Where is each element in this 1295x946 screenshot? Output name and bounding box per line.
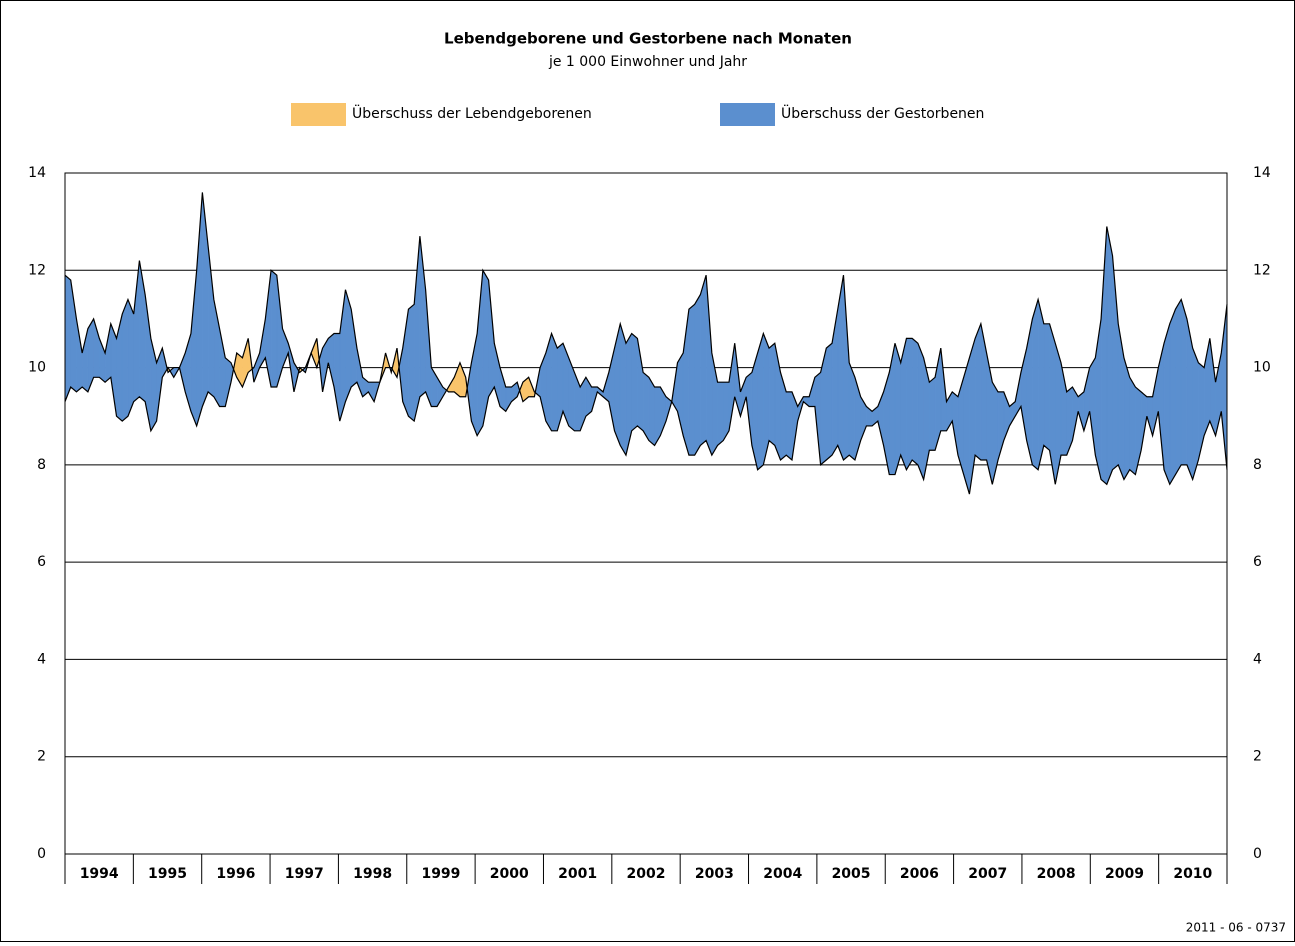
surplus-area xyxy=(974,323,982,461)
legend-label: Überschuss der Gestorbenen xyxy=(781,104,984,122)
surplus-area xyxy=(717,381,724,446)
y-tick-label: 0 xyxy=(37,846,46,862)
surplus-area xyxy=(642,371,650,442)
surplus-area xyxy=(1163,323,1171,485)
y-tick-label: 14 xyxy=(28,165,46,181)
surplus-area xyxy=(270,269,278,388)
y-tick-label: 6 xyxy=(37,554,46,570)
chart-subtitle: je 1 000 Einwohner und Jahr xyxy=(548,54,747,70)
surplus-area xyxy=(911,337,919,466)
surplus-area xyxy=(929,376,936,451)
surplus-area xyxy=(1043,323,1050,451)
y2-tick-label: 12 xyxy=(1253,262,1271,278)
y2-tick-label: 0 xyxy=(1253,846,1262,862)
surplus-area xyxy=(648,376,655,446)
y2-tick-label: 8 xyxy=(1253,457,1262,473)
x-tick-label: 2010 xyxy=(1173,866,1212,882)
surplus-area xyxy=(1032,299,1039,471)
series-line xyxy=(64,338,1228,495)
surplus-area xyxy=(1180,299,1188,466)
surplus-area xyxy=(917,343,924,480)
legend-swatch xyxy=(720,103,775,126)
surplus-area xyxy=(408,303,415,422)
surplus-area xyxy=(688,303,695,456)
x-tick-label: 2005 xyxy=(832,866,871,882)
x-tick-label: 2007 xyxy=(968,866,1007,882)
surplus-area xyxy=(785,391,793,461)
y-tick-label: 8 xyxy=(37,457,46,473)
surplus-area xyxy=(906,338,913,471)
surplus-area xyxy=(1037,299,1045,470)
surplus-area xyxy=(64,274,71,402)
surplus-area xyxy=(700,275,707,446)
plot-frame xyxy=(64,172,1228,855)
surplus-area xyxy=(848,362,856,461)
surplus-area xyxy=(1192,348,1199,480)
x-tick-label: 1999 xyxy=(421,866,460,882)
footnote: 2011 - 06 - 0737 xyxy=(1186,921,1286,935)
x-tick-label: 1996 xyxy=(216,866,255,882)
y-tick-label: 10 xyxy=(28,360,46,376)
x-tick-label: 2002 xyxy=(627,866,666,882)
x-tick-label: 2004 xyxy=(763,866,802,882)
chart-title: Lebendgeborene und Gestorbene nach Monat… xyxy=(444,30,852,48)
series-line xyxy=(64,192,1228,413)
surplus-area xyxy=(127,299,134,417)
y2-tick-label: 14 xyxy=(1253,165,1271,181)
surplus-area xyxy=(1129,376,1136,476)
surplus-area xyxy=(121,299,129,422)
y2-tick-label: 6 xyxy=(1253,554,1262,570)
y-tick-label: 4 xyxy=(37,651,46,667)
surplus-area xyxy=(1175,298,1182,476)
y-tick-label: 12 xyxy=(28,262,46,278)
y2-tick-label: 10 xyxy=(1253,360,1271,376)
x-tick-label: 1997 xyxy=(285,866,324,882)
surplus-area xyxy=(963,357,970,495)
surplus-area xyxy=(619,323,627,457)
surplus-area xyxy=(1106,226,1113,485)
surplus-area xyxy=(826,342,833,461)
surplus-area xyxy=(768,342,776,446)
y2-tick-label: 4 xyxy=(1253,651,1262,667)
surplus-area xyxy=(631,332,638,432)
x-tick-label: 2001 xyxy=(558,866,597,882)
surplus-area xyxy=(757,333,764,471)
x-tick-label: 2000 xyxy=(490,866,529,882)
legend-swatch xyxy=(291,103,346,126)
surplus-area xyxy=(894,343,901,475)
x-tick-label: 1994 xyxy=(80,866,119,882)
surplus-area xyxy=(551,333,558,432)
x-tick-label: 1995 xyxy=(148,866,187,882)
y2-tick-label: 2 xyxy=(1253,749,1262,765)
x-tick-label: 2009 xyxy=(1105,866,1144,882)
x-tick-label: 2006 xyxy=(900,866,939,882)
y-tick-label: 2 xyxy=(37,749,46,765)
x-tick-label: 2003 xyxy=(695,866,734,882)
x-tick-label: 2008 xyxy=(1037,866,1076,882)
legend-label: Überschuss der Lebendgeborenen xyxy=(352,104,592,122)
surplus-area xyxy=(1169,309,1176,486)
x-tick-label: 1998 xyxy=(353,866,392,882)
surplus-area xyxy=(694,293,701,457)
